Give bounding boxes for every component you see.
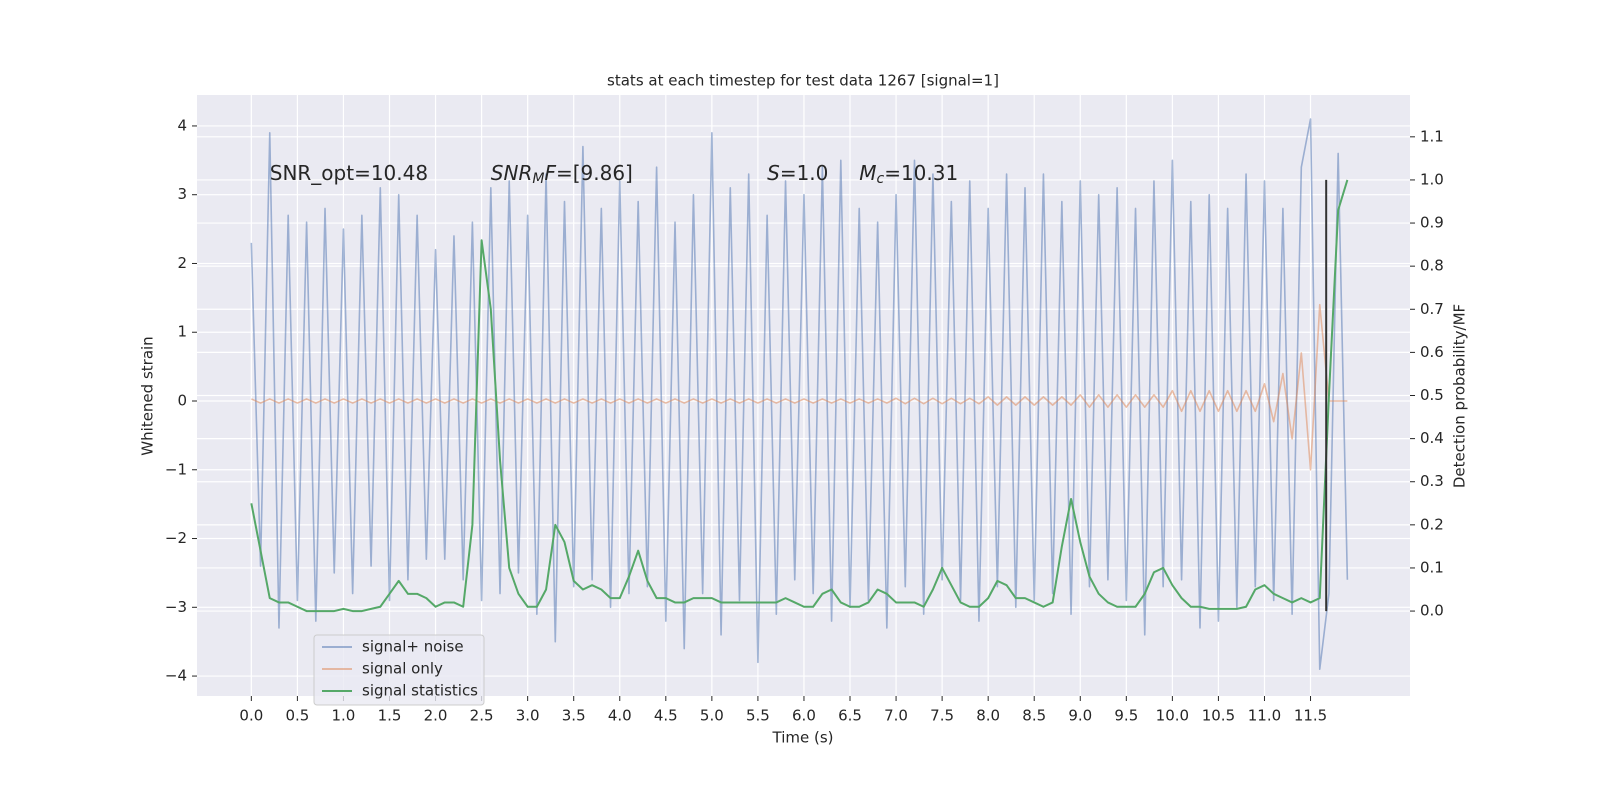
x-tick-label: 1.5: [378, 707, 402, 725]
y-tick-label: −3: [165, 598, 187, 616]
y2-tick-label: 1.1: [1420, 127, 1444, 145]
legend-label: signal statistics: [362, 682, 478, 700]
y2-tick-label: 0.8: [1420, 257, 1444, 275]
annotation-part: =10.31: [884, 161, 958, 185]
x-tick-label: 6.5: [838, 707, 862, 725]
x-tick-label: 6.0: [792, 707, 816, 725]
y-tick-label: −4: [165, 667, 187, 685]
x-tick-label: 3.0: [516, 707, 540, 725]
annotation-part: c: [876, 171, 884, 187]
y2-tick-label: 0.4: [1420, 429, 1444, 447]
annotation-part: SNR_opt=10.48: [270, 161, 428, 185]
x-tick-label: 5.5: [746, 707, 770, 725]
chart-title: stats at each timestep for test data 126…: [607, 72, 999, 90]
x-tick-label: 5.0: [700, 707, 724, 725]
series-line: [251, 303, 1348, 471]
annotation-part: M: [532, 171, 544, 187]
y2-axis-label: Detection probability/MF: [1451, 304, 1469, 488]
annotation-part: =[9.86]: [556, 161, 633, 185]
y-tick-label: −1: [165, 460, 187, 478]
x-tick-label: 9.0: [1068, 707, 1092, 725]
annotation-part: M: [859, 161, 876, 185]
y2-tick-label: 0.0: [1420, 602, 1444, 620]
x-tick-label: 9.5: [1114, 707, 1138, 725]
y2-tick-label: 0.9: [1420, 214, 1444, 232]
x-tick-label: 4.5: [654, 707, 678, 725]
x-tick-label: 7.0: [884, 707, 908, 725]
annotation-part: SNR: [491, 161, 533, 185]
x-tick-label: 8.0: [976, 707, 1000, 725]
x-tick-label: 10.5: [1202, 707, 1235, 725]
x-tick-label: 8.5: [1022, 707, 1046, 725]
x-tick-label: 0.5: [285, 707, 309, 725]
y2-tick-label: 0.1: [1420, 558, 1444, 576]
marks: [250, 118, 1349, 670]
y-tick-label: 0: [177, 392, 187, 410]
y2-tick-label: 0.6: [1420, 343, 1444, 361]
x-tick-label: 2.5: [470, 707, 494, 725]
x-tick-label: 7.5: [930, 707, 954, 725]
y2-tick-label: 0.2: [1420, 515, 1444, 533]
y-tick-label: 2: [177, 254, 187, 272]
x-tick-label: 11.0: [1248, 707, 1281, 725]
x-tick-label: 3.5: [562, 707, 586, 725]
annotation-part: =1.0: [780, 161, 829, 185]
legend-box: [313, 634, 485, 706]
y2-tick-label: 0.3: [1420, 472, 1444, 490]
legend-label: signal only: [362, 660, 443, 678]
annotation: SNRMF=[9.86]: [491, 161, 633, 188]
x-tick-label: 1.0: [332, 707, 356, 725]
y2-tick-label: 0.5: [1420, 386, 1444, 404]
x-tick-label: 10.0: [1156, 707, 1189, 725]
y-tick-label: 4: [177, 116, 187, 134]
annotation-part: F: [544, 161, 556, 185]
x-tick-label: 0.0: [239, 707, 263, 725]
y-tick-label: −2: [165, 529, 187, 547]
series-line: [250, 179, 1349, 613]
annotation-part: S: [767, 161, 780, 185]
y-tick-label: 3: [177, 185, 187, 203]
annotation: Mc=10.31: [859, 161, 958, 188]
x-tick-label: 4.0: [608, 707, 632, 725]
y2-tick-label: 1.0: [1420, 170, 1444, 188]
series-line: [250, 118, 1349, 670]
annotation: S=1.0: [767, 161, 828, 185]
y-axis-label: Whitened strain: [139, 336, 157, 455]
y-tick-label: 1: [177, 323, 187, 341]
labels: 0.0 0.5 1.0 1.5 2.0 2.5 3.0 3.5 4.0 4.5 5.0 5.5 6.0 6…: [165, 116, 1444, 724]
annotation: SNR_opt=10.48: [270, 161, 428, 185]
x-tick-label: 11.5: [1294, 707, 1327, 725]
legend-label: signal+ noise: [362, 638, 464, 656]
x-tick-label: 2.0: [424, 707, 448, 725]
x-axis-label: Time (s): [772, 729, 834, 747]
y2-tick-label: 0.7: [1420, 300, 1444, 318]
